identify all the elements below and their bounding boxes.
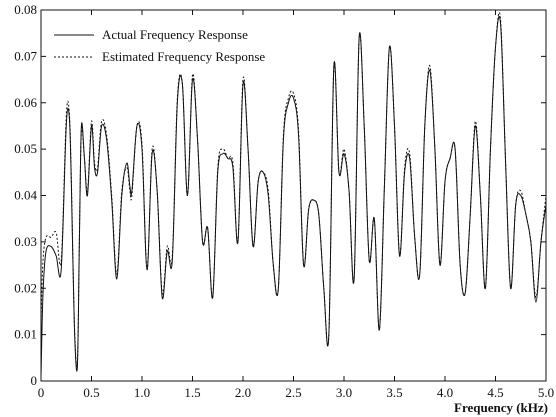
actual-response-line [40, 15, 547, 377]
legend-label: Actual Frequency Response [102, 27, 248, 42]
x-tick-label: 0.5 [83, 385, 99, 400]
x-tick-label: 2.5 [285, 385, 301, 400]
legend-label: Estimated Frequency Response [102, 49, 265, 64]
x-tick-label: 3.0 [336, 385, 352, 400]
y-tick-label: 0.02 [14, 280, 37, 295]
y-axis-ticks: 0 0.01 0.02 0.03 0.04 0.05 0.06 0.07 0.08 [14, 2, 546, 388]
x-tick-label: 2.0 [235, 385, 251, 400]
y-tick-label: 0.01 [14, 327, 37, 342]
y-tick-label: 0.04 [14, 188, 37, 203]
x-axis-title: Frequency (kHz) [454, 400, 548, 415]
series-layer [40, 12, 547, 377]
y-tick-label: 0.06 [14, 95, 37, 110]
x-tick-label: 3.5 [386, 385, 402, 400]
y-tick-label: 0 [31, 373, 38, 388]
y-tick-label: 0.03 [14, 234, 37, 249]
legend: Actual Frequency Response Estimated Frequ… [54, 27, 265, 64]
x-tick-label: 1.0 [134, 385, 150, 400]
x-tick-label: 1.5 [184, 385, 200, 400]
x-tick-label: 4.0 [437, 385, 453, 400]
plot-frame [40, 9, 547, 382]
x-axis-ticks: 0 0.5 1.0 1.5 2.0 2.5 3.0 3.5 4.0 4.5 5.0 [38, 10, 554, 400]
x-tick-label: 4.5 [487, 385, 503, 400]
y-tick-label: 0.08 [14, 2, 37, 17]
y-tick-label: 0.07 [14, 48, 37, 63]
y-tick-label: 0.05 [14, 141, 37, 156]
estimated-response-line [40, 12, 547, 367]
x-tick-label: 0 [38, 385, 45, 400]
x-tick-label: 5.0 [538, 385, 554, 400]
